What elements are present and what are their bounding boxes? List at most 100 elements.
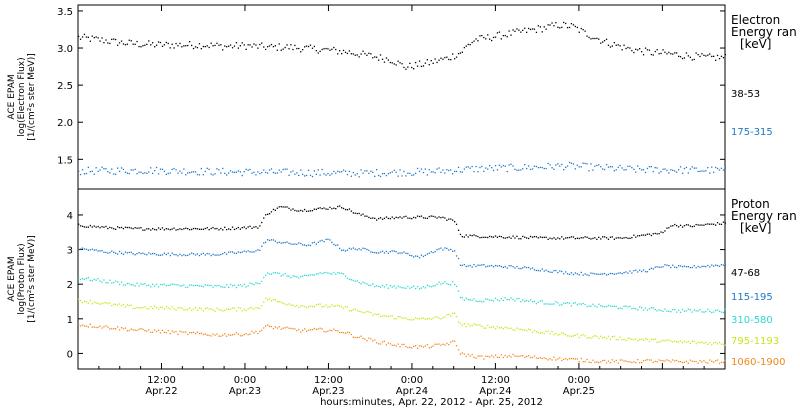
data-point	[617, 362, 619, 364]
data-point	[639, 48, 641, 50]
data-point	[409, 346, 411, 348]
data-point	[695, 343, 697, 345]
data-point	[623, 360, 625, 362]
data-point	[313, 170, 315, 172]
data-point	[687, 341, 689, 343]
data-point	[358, 310, 360, 313]
data-point	[337, 53, 339, 55]
data-point	[196, 309, 199, 311]
data-point	[455, 56, 458, 58]
data-point	[508, 355, 510, 357]
data-point	[500, 38, 502, 40]
data-point	[95, 302, 97, 304]
data-point	[639, 235, 641, 237]
data-point	[496, 265, 499, 267]
data-point	[508, 30, 510, 32]
data-point	[321, 328, 323, 330]
data-point	[438, 343, 440, 345]
data-point	[691, 266, 693, 269]
data-point	[356, 309, 358, 312]
data-point	[518, 297, 520, 300]
data-point	[115, 328, 117, 330]
data-point	[662, 49, 664, 51]
data-point	[95, 36, 97, 38]
data-point	[296, 304, 298, 307]
data-point	[189, 229, 191, 231]
data-point	[323, 330, 325, 333]
data-point	[615, 169, 617, 171]
data-point	[576, 237, 578, 239]
data-point	[305, 245, 308, 247]
data-point	[512, 29, 514, 31]
data-point	[563, 169, 565, 171]
data-point	[555, 269, 557, 272]
data-point	[703, 224, 705, 226]
data-point	[212, 286, 214, 288]
data-point	[206, 307, 208, 309]
data-point	[148, 228, 150, 230]
data-point	[685, 310, 688, 312]
data-point	[401, 252, 403, 254]
data-point	[132, 43, 134, 45]
data-point	[683, 57, 686, 59]
data-point	[196, 284, 199, 287]
data-point	[469, 167, 471, 169]
data-point	[379, 175, 382, 178]
data-point	[261, 42, 263, 44]
data-point	[352, 247, 354, 249]
data-point	[79, 278, 82, 281]
data-point	[420, 287, 423, 289]
data-point	[471, 41, 473, 44]
data-point	[220, 335, 222, 337]
data-point	[282, 206, 284, 208]
data-point	[247, 169, 249, 171]
data-point	[605, 164, 608, 166]
data-point	[99, 169, 101, 171]
data-point	[570, 236, 573, 238]
data-point	[715, 59, 717, 61]
data-point	[705, 341, 707, 344]
data-point	[300, 276, 302, 278]
data-point	[642, 309, 645, 311]
data-point	[492, 169, 495, 172]
data-point	[183, 45, 185, 47]
data-point	[220, 172, 222, 174]
data-point	[286, 241, 288, 243]
data-point	[444, 217, 446, 219]
data-point	[397, 285, 399, 287]
data-point	[611, 305, 613, 307]
data-point	[263, 301, 265, 303]
data-point	[276, 172, 278, 174]
data-point	[290, 171, 292, 173]
data-point	[228, 172, 230, 174]
data-point	[284, 272, 286, 275]
data-point	[173, 167, 175, 170]
data-point	[713, 171, 715, 173]
data-point	[329, 329, 331, 331]
data-point	[376, 56, 378, 58]
data-point	[78, 298, 80, 300]
data-point	[387, 342, 389, 344]
data-point	[136, 329, 138, 332]
data-point	[335, 244, 337, 247]
data-point	[366, 215, 368, 217]
data-point	[111, 282, 113, 284]
x-tick-label-date: Apr.24	[479, 386, 511, 397]
data-point	[381, 315, 384, 317]
data-point	[130, 284, 132, 286]
data-point	[572, 163, 575, 165]
data-point	[93, 326, 95, 328]
data-point	[103, 251, 105, 253]
data-point	[309, 244, 312, 247]
data-point	[311, 47, 314, 49]
data-point	[124, 306, 127, 308]
data-point	[559, 27, 561, 29]
data-point	[202, 310, 204, 312]
data-point	[707, 264, 709, 267]
data-point	[157, 308, 160, 310]
data-point	[648, 359, 651, 361]
data-point	[325, 304, 327, 306]
data-point	[557, 358, 559, 360]
data-point	[341, 53, 343, 55]
data-point	[543, 167, 545, 170]
